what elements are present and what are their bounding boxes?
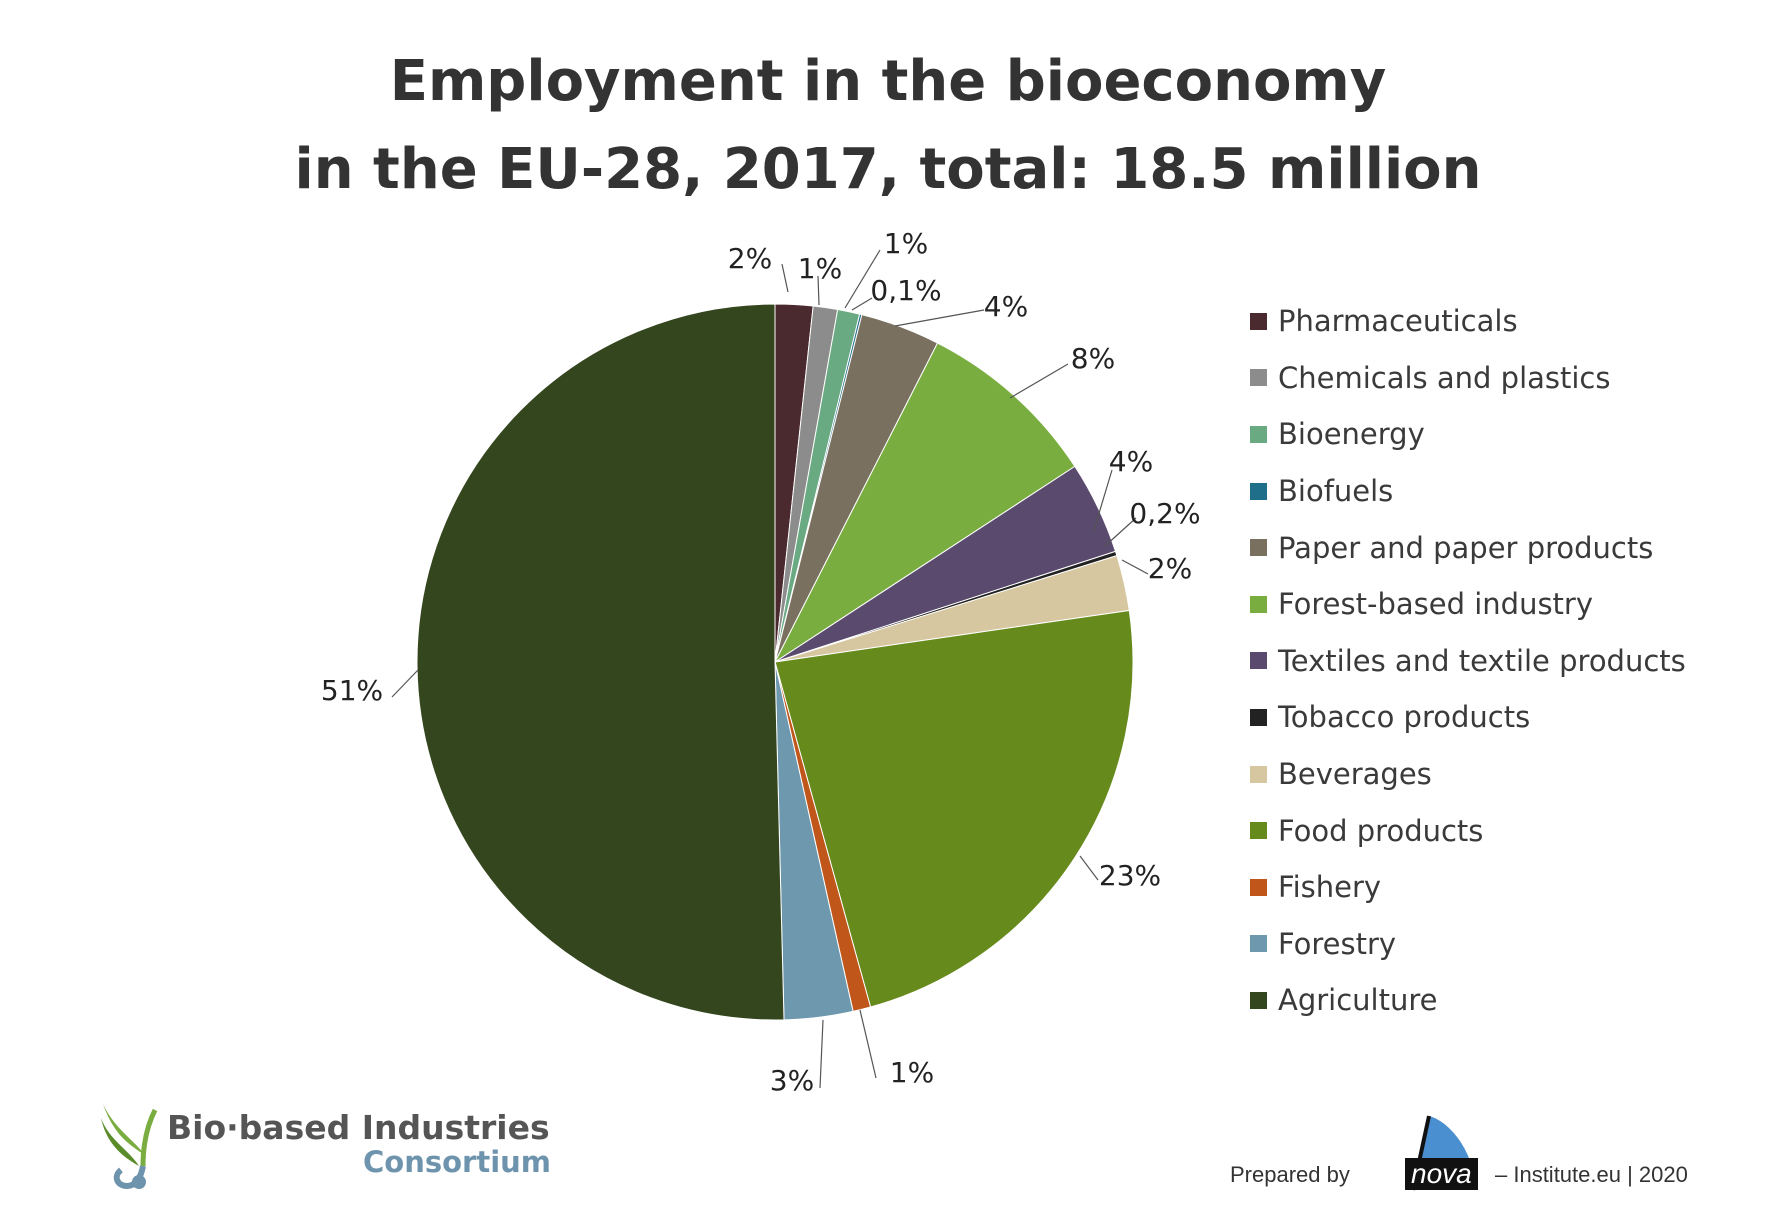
leader-line xyxy=(781,263,789,293)
leaf-logo-icon xyxy=(101,1104,158,1190)
data-label: 4% xyxy=(984,290,1028,323)
bbi-name: Bio·based Industries xyxy=(167,1108,550,1147)
legend-item: Pharmaceuticals xyxy=(1250,293,1770,350)
pie-slice-food-products xyxy=(774,609,1134,1008)
data-label: 2% xyxy=(1148,552,1192,585)
legend-label: Beverages xyxy=(1278,757,1432,792)
data-label: 0,1% xyxy=(870,274,941,307)
legend-item: Tobacco products xyxy=(1250,689,1770,746)
legend-label: Pharmaceuticals xyxy=(1278,304,1518,339)
legend-item: Fishery xyxy=(1250,859,1770,916)
leader-line xyxy=(844,249,881,309)
legend-label: Tobacco products xyxy=(1278,700,1531,735)
legend-swatch xyxy=(1250,991,1267,1009)
leader-line xyxy=(1009,363,1069,399)
leader-line xyxy=(859,1009,877,1079)
legend-label: Textiles and textile products xyxy=(1278,643,1686,678)
legend-label: Fishery xyxy=(1278,870,1382,905)
legend-item: Beverages xyxy=(1250,746,1770,803)
legend-swatch xyxy=(1250,822,1267,840)
legend-swatch xyxy=(1250,765,1267,783)
data-label: 4% xyxy=(1109,445,1153,478)
legend-item: Chemicals and plastics xyxy=(1250,350,1770,407)
leader-line xyxy=(817,275,820,306)
legend-swatch xyxy=(1250,482,1267,500)
leader-line xyxy=(851,297,873,311)
legend-swatch xyxy=(1250,539,1267,557)
legend-swatch xyxy=(1250,935,1267,953)
institute-text: – Institute.eu | 2020 xyxy=(1495,1162,1688,1187)
chart-title-line2: in the EU-28, 2017, total: 18.5 million xyxy=(294,137,1482,202)
legend-label: Biofuels xyxy=(1278,474,1394,509)
nova-logo-text: nova xyxy=(1405,1158,1478,1190)
legend-item: Bioenergy xyxy=(1250,406,1770,463)
data-label: 1% xyxy=(884,227,928,260)
leader-line xyxy=(1121,559,1149,575)
bbi-logo: Bio·based Industries Consortium xyxy=(95,1100,555,1200)
leader-line xyxy=(391,669,419,698)
legend-item: Agriculture xyxy=(1250,972,1770,1029)
legend-item: Food products xyxy=(1250,802,1770,859)
leader-line xyxy=(819,1019,824,1089)
prepared-by-text: Prepared by xyxy=(1230,1162,1350,1187)
legend-swatch xyxy=(1250,425,1267,443)
legend-swatch xyxy=(1250,312,1267,330)
leader-line xyxy=(1104,517,1137,547)
leader-line xyxy=(894,309,985,327)
chart-title-line1: Employment in the bioeconomy xyxy=(389,49,1387,114)
footer: Prepared by nova – Institute.eu | 2020 xyxy=(1225,1110,1765,1200)
legend-item: Textiles and textile products xyxy=(1250,633,1770,690)
legend-swatch xyxy=(1250,369,1267,387)
legend-label: Agriculture xyxy=(1278,983,1438,1018)
data-label: 23% xyxy=(1099,859,1161,892)
data-label: 0,2% xyxy=(1129,497,1200,530)
leader-line xyxy=(1079,855,1099,881)
legend-item: Paper and paper products xyxy=(1250,519,1770,576)
legend-item: Biofuels xyxy=(1250,463,1770,520)
legend-swatch xyxy=(1250,595,1267,613)
bbi-consortium: Consortium xyxy=(363,1145,552,1179)
legend-item: Forestry xyxy=(1250,916,1770,973)
legend-label: Bioenergy xyxy=(1278,417,1425,452)
legend-label: Chemicals and plastics xyxy=(1278,360,1611,395)
data-label: 1% xyxy=(798,252,842,285)
legend-label: Forest-based industry xyxy=(1278,587,1594,622)
legend-swatch xyxy=(1250,708,1267,726)
legend-swatch xyxy=(1250,878,1267,896)
pie-slice-agriculture xyxy=(416,303,785,1021)
legend-label: Forestry xyxy=(1278,926,1397,961)
legend-swatch xyxy=(1250,652,1267,670)
leader-line xyxy=(1093,469,1113,531)
legend-label: Food products xyxy=(1278,813,1484,848)
data-label: 8% xyxy=(1071,342,1115,375)
data-label: 51% xyxy=(321,674,383,707)
legend-label: Paper and paper products xyxy=(1278,530,1654,565)
data-label: 2% xyxy=(728,242,772,275)
data-label: 3% xyxy=(770,1064,814,1097)
chart-title: Employment in the bioeconomy in the EU-2… xyxy=(0,38,1776,214)
data-label: 1% xyxy=(890,1056,934,1089)
legend-item: Forest-based industry xyxy=(1250,576,1770,633)
legend: Pharmaceuticals Chemicals and plastics Bio… xyxy=(1250,293,1770,1029)
